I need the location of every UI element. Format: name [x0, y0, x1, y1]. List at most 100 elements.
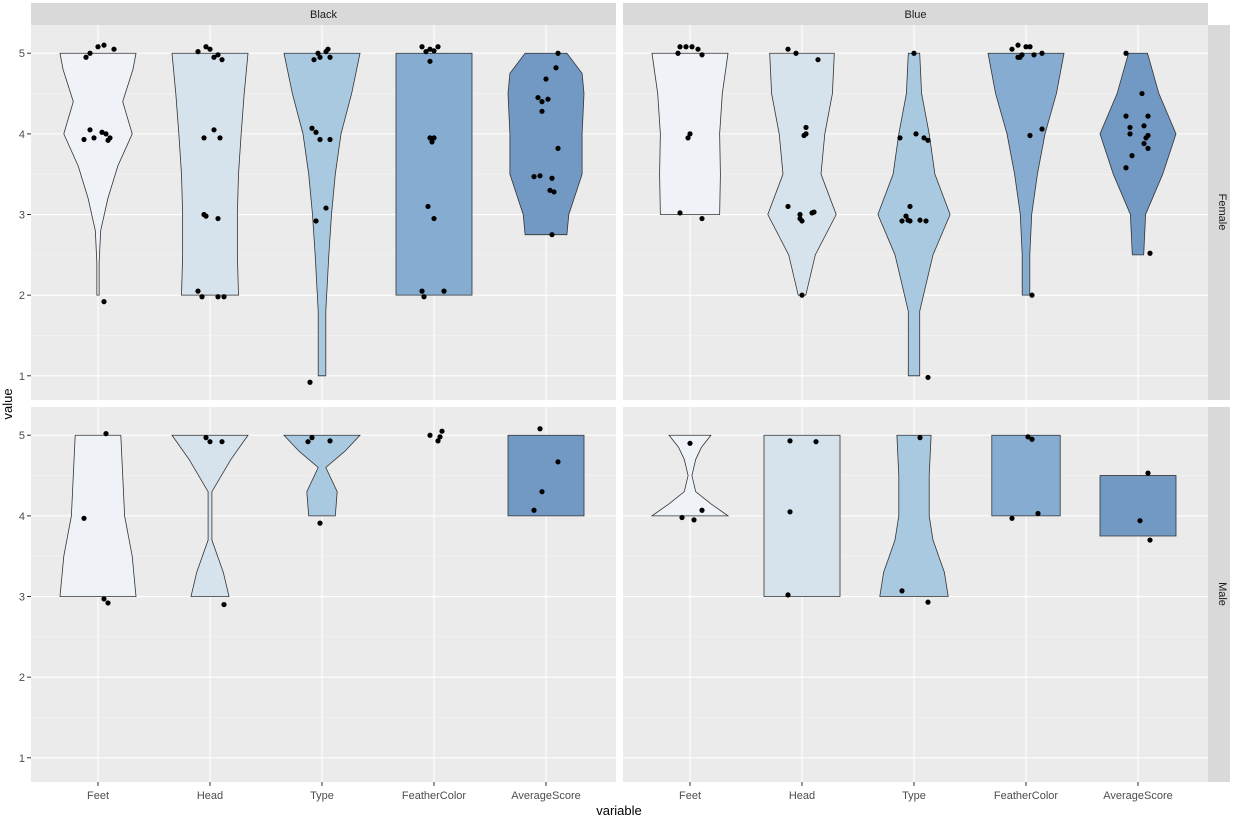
x-tick-label: Head	[197, 790, 223, 802]
violin-type	[877, 52, 951, 377]
data-point-type	[323, 205, 329, 211]
violin-feet	[59, 52, 137, 296]
data-point-head	[221, 294, 227, 300]
x-axis-title: variable	[596, 803, 642, 818]
data-point-feet	[105, 600, 111, 606]
panel-blue-female	[623, 25, 1208, 400]
data-point-type	[317, 54, 323, 60]
data-point-feathercolor	[419, 44, 425, 50]
data-point-feathercolor	[1029, 436, 1035, 442]
y-tick-label: 3	[19, 210, 25, 222]
violin-head	[171, 434, 249, 597]
violin-averagescore	[1099, 52, 1177, 256]
data-point-averagescore	[551, 189, 557, 195]
data-point-feet	[685, 135, 691, 141]
data-point-feathercolor	[1017, 54, 1023, 60]
data-point-feet	[689, 44, 695, 50]
data-point-feet	[103, 131, 109, 137]
data-point-head	[221, 601, 227, 608]
strip-row-female: Female	[1216, 194, 1228, 231]
data-point-feet	[687, 440, 693, 446]
data-point-type	[327, 136, 333, 143]
strip-col-black-bg	[31, 3, 616, 25]
panel-black-female	[31, 25, 616, 400]
data-point-head	[215, 215, 221, 222]
data-point-head	[211, 127, 217, 133]
data-point-feet	[699, 52, 705, 58]
y-tick-label: 5	[19, 48, 25, 60]
y-tick-label: 1	[19, 753, 25, 765]
data-point-averagescore	[539, 99, 545, 105]
data-point-feathercolor	[1031, 52, 1037, 58]
data-point-feet	[699, 507, 705, 513]
data-point-head	[199, 294, 205, 300]
data-point-averagescore	[1147, 537, 1153, 543]
data-point-averagescore	[537, 173, 543, 179]
violin-averagescore	[507, 434, 585, 517]
data-point-feathercolor	[435, 44, 441, 50]
y-axis-title: value	[0, 388, 15, 419]
data-point-head	[813, 439, 819, 445]
data-point-feathercolor	[421, 294, 427, 300]
data-point-type	[313, 218, 319, 224]
data-point-feathercolor	[1027, 132, 1033, 139]
data-point-feet	[87, 127, 93, 133]
data-point-type	[311, 57, 317, 63]
data-point-type	[305, 439, 311, 445]
data-point-averagescore	[1127, 124, 1133, 131]
data-point-averagescore	[1141, 140, 1147, 147]
data-point-head	[799, 292, 805, 298]
strip-col-blue-bg	[623, 3, 1208, 25]
x-tick-label: Head	[789, 790, 815, 802]
y-tick-label: 2	[19, 672, 25, 684]
strip-col-blue: Blue	[904, 9, 926, 21]
x-tick-label: AverageScore	[511, 790, 581, 802]
data-point-averagescore	[543, 76, 549, 82]
data-point-type	[913, 131, 919, 137]
data-point-feathercolor	[431, 48, 437, 54]
data-point-averagescore	[1145, 132, 1151, 139]
data-point-feathercolor	[1035, 510, 1041, 517]
data-point-type	[327, 438, 333, 444]
data-point-feathercolor	[425, 203, 431, 210]
data-point-feathercolor	[427, 135, 433, 141]
data-point-feet	[111, 46, 117, 52]
data-point-type	[899, 588, 905, 594]
data-point-averagescore	[555, 145, 561, 151]
data-point-averagescore	[1147, 250, 1153, 256]
data-point-feet	[81, 136, 87, 143]
data-point-feet	[675, 50, 681, 56]
data-point-feet	[699, 215, 705, 222]
data-point-head	[203, 435, 209, 441]
data-point-feathercolor	[1009, 46, 1015, 52]
data-point-head	[785, 592, 791, 598]
violin-averagescore	[1099, 475, 1177, 537]
data-point-feathercolor	[427, 46, 433, 52]
data-point-feet	[105, 137, 111, 143]
data-point-averagescore	[535, 94, 541, 101]
data-point-averagescore	[1145, 470, 1151, 476]
violin-feet	[650, 434, 730, 517]
data-point-feet	[691, 517, 697, 523]
data-point-type	[925, 137, 931, 143]
data-point-head	[815, 57, 821, 63]
data-point-feathercolor	[431, 215, 437, 222]
violin-type	[283, 52, 361, 377]
data-point-averagescore	[1145, 145, 1151, 151]
violin-type	[879, 434, 949, 597]
data-point-type	[307, 379, 313, 385]
data-point-feathercolor	[431, 135, 437, 141]
strip-col-black: Black	[310, 9, 337, 21]
data-point-type	[907, 218, 913, 224]
data-point-head	[201, 135, 207, 141]
data-point-feathercolor	[439, 428, 445, 434]
data-point-feet	[101, 299, 107, 305]
strip-row-female-bg	[1208, 25, 1230, 400]
data-point-averagescore	[1123, 50, 1129, 56]
data-point-feathercolor	[1029, 292, 1035, 298]
data-point-type	[917, 435, 923, 441]
data-point-feet	[95, 44, 101, 50]
strip-row-male-bg	[1208, 407, 1230, 782]
data-point-head	[803, 124, 809, 131]
data-point-averagescore	[1123, 165, 1129, 171]
